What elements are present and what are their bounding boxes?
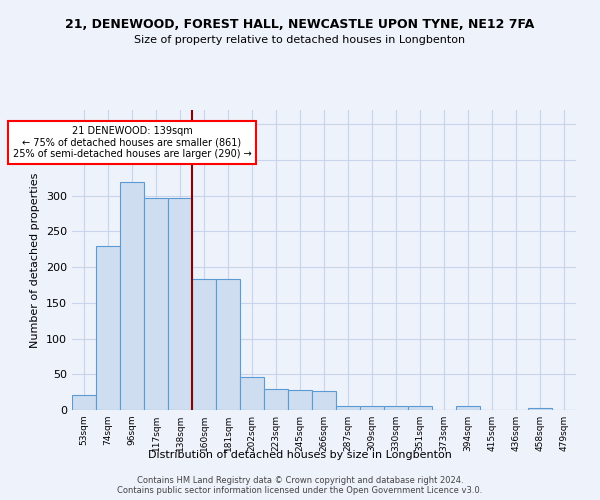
- Bar: [336, 406, 360, 410]
- Bar: [120, 182, 144, 410]
- Text: Size of property relative to detached houses in Longbenton: Size of property relative to detached ho…: [134, 35, 466, 45]
- Text: Contains public sector information licensed under the Open Government Licence v3: Contains public sector information licen…: [118, 486, 482, 495]
- Bar: [240, 377, 264, 410]
- Bar: [72, 395, 96, 410]
- Bar: [528, 408, 552, 410]
- Bar: [192, 278, 216, 410]
- Bar: [216, 278, 240, 410]
- Bar: [288, 390, 312, 410]
- Bar: [384, 406, 408, 410]
- Bar: [264, 390, 288, 410]
- Text: Distribution of detached houses by size in Longbenton: Distribution of detached houses by size …: [148, 450, 452, 460]
- Text: Contains HM Land Registry data © Crown copyright and database right 2024.: Contains HM Land Registry data © Crown c…: [137, 476, 463, 485]
- Text: 21, DENEWOOD, FOREST HALL, NEWCASTLE UPON TYNE, NE12 7FA: 21, DENEWOOD, FOREST HALL, NEWCASTLE UPO…: [65, 18, 535, 30]
- Y-axis label: Number of detached properties: Number of detached properties: [31, 172, 40, 348]
- Bar: [456, 406, 480, 410]
- Bar: [144, 198, 168, 410]
- Bar: [312, 390, 336, 410]
- Bar: [168, 198, 192, 410]
- Bar: [96, 246, 120, 410]
- Bar: [408, 406, 432, 410]
- Bar: [360, 406, 384, 410]
- Text: 21 DENEWOOD: 139sqm
← 75% of detached houses are smaller (861)
25% of semi-detac: 21 DENEWOOD: 139sqm ← 75% of detached ho…: [13, 126, 251, 158]
